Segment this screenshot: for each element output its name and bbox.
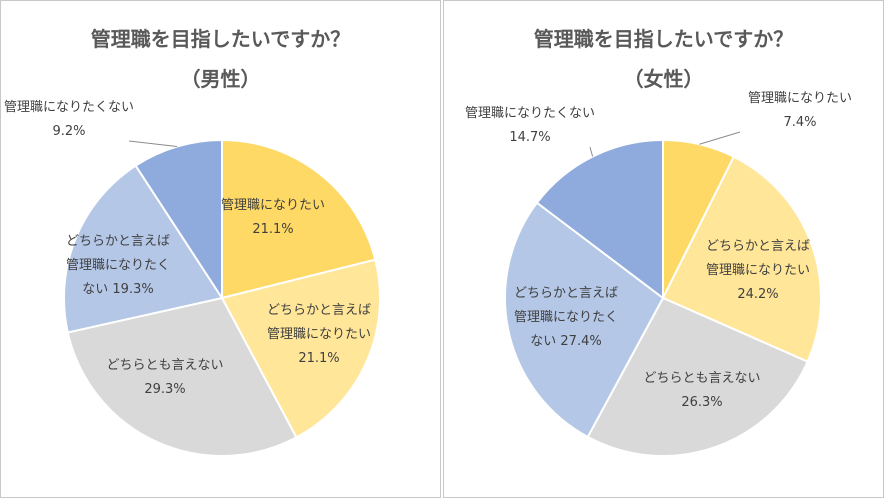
slice-label: どちらかと言えば管理職になりたい 24.2% [706,239,810,302]
chart-subtitle: （男性） [180,67,261,91]
chart-subtitle: （女性） [623,67,704,91]
pie-slice [221,138,377,300]
slice-label: どちらかと言えば管理職になりたくない 27.4% [514,286,618,349]
slice-label: 管理職になりたい 21.1% [221,198,325,237]
pie-chart-female: 管理職になりたい 7.4% どちらかと言えば管理職になりたい 24.2% どちらとも言え… [465,91,852,457]
slice-label: どちらかと言えば管理職になりたい 21.1% [267,303,371,366]
pie-slice [661,155,822,363]
leader-line [699,131,741,145]
pie-chart-male: 管理職になりたい 21.1% どちらかと言えば管理職になりたい 21.1% どちらとも言… [4,100,381,457]
chart-title: 管理職を目指したいですか？ [533,27,794,51]
slice-label: 管理職になりたくない 9.2% [4,100,134,139]
leader-line [128,140,178,148]
leader-line [589,146,594,157]
slice-label: どちらとも言えない 26.3% [643,371,760,410]
chart-title: 管理職を目指したいですか？ [90,27,351,51]
slice-label: 管理職になりたくない 14.7% [465,106,595,145]
pie-slice [63,164,224,334]
pie-slice [134,138,223,302]
pie-slice [220,258,381,439]
slice-label: どちらとも言えない 29.3% [106,358,223,397]
pie-slice [504,201,665,439]
slice-label: どちらかと言えば管理職になりたくない 19.3% [66,234,170,297]
pie-slice [66,296,298,457]
chart-panel-male: 管理職を目指したいですか？ （男性） 管理職になりたい 21.1% どちらかと言えば… [0,0,441,498]
chart-panel-female: 管理職を目指したいですか？ （女性） 管理職になりたい 7.4% どちらかと言えば管… [443,0,884,498]
slice-label: 管理職になりたい 7.4% [748,91,852,130]
